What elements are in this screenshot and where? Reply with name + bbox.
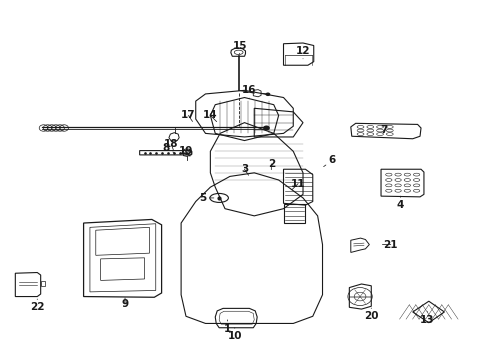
Text: 1: 1 <box>224 320 231 334</box>
Text: 22: 22 <box>30 299 44 312</box>
Text: 12: 12 <box>295 46 309 59</box>
Text: 21: 21 <box>382 239 397 249</box>
Text: 14: 14 <box>203 111 217 122</box>
Text: 8: 8 <box>163 143 175 153</box>
Text: 7: 7 <box>379 125 386 138</box>
Text: 3: 3 <box>241 164 248 175</box>
Text: 4: 4 <box>396 196 404 210</box>
Text: 5: 5 <box>199 193 213 203</box>
Text: 6: 6 <box>323 155 335 167</box>
Text: 11: 11 <box>290 179 305 190</box>
Text: 19: 19 <box>179 146 193 156</box>
Text: 2: 2 <box>267 159 274 170</box>
Text: 9: 9 <box>121 298 128 309</box>
Text: 13: 13 <box>419 312 434 325</box>
Text: 18: 18 <box>164 139 178 150</box>
Text: 16: 16 <box>242 85 256 98</box>
Text: 20: 20 <box>363 308 378 321</box>
Text: 17: 17 <box>181 111 195 121</box>
Circle shape <box>265 93 270 96</box>
Text: 15: 15 <box>232 41 246 54</box>
Text: 10: 10 <box>227 328 242 341</box>
Circle shape <box>263 126 269 131</box>
